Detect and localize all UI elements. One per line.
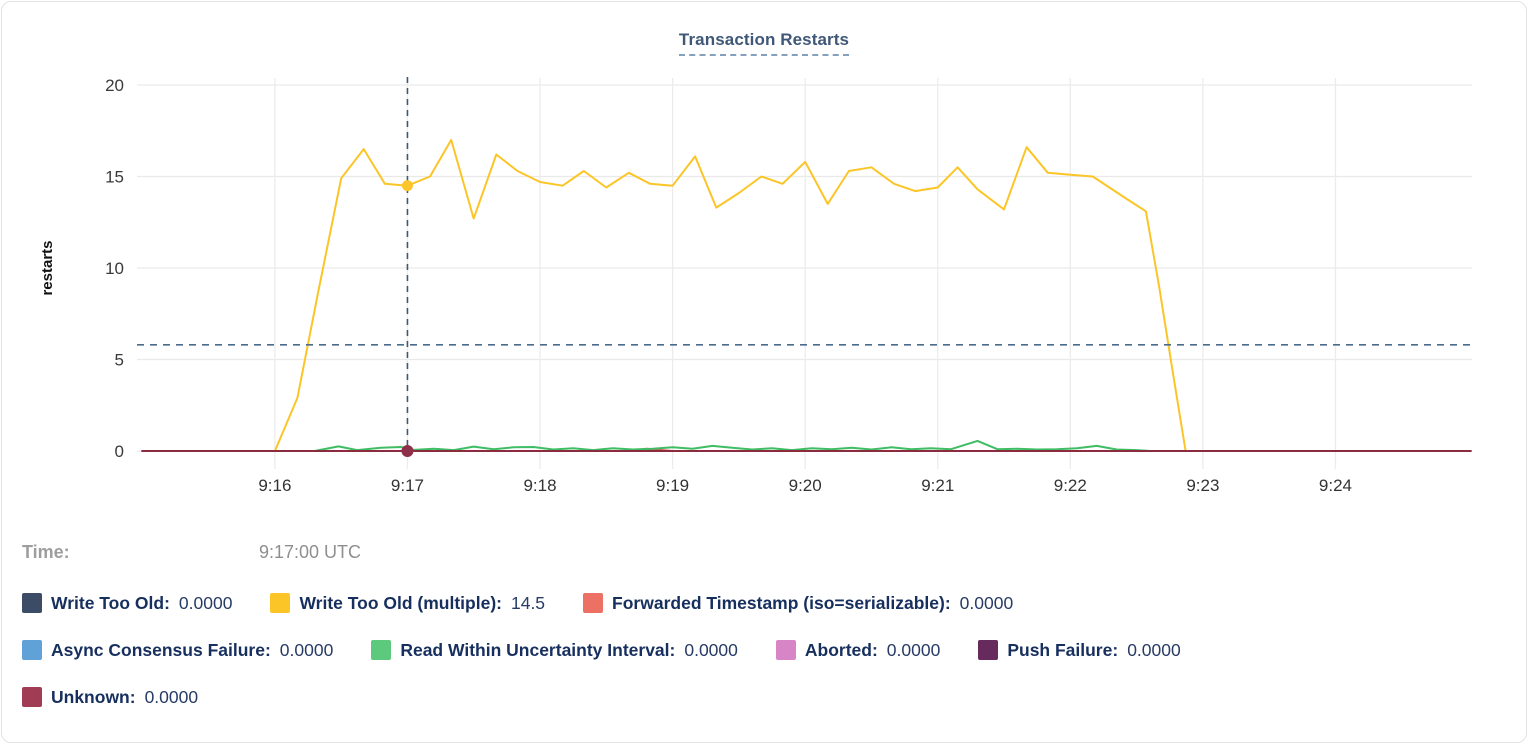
legend-row-1: Write Too Old: 0.0000 Write Too Old (mul… xyxy=(22,590,1510,616)
legend-label: Read Within Uncertainty Interval: xyxy=(400,639,676,660)
hover-time-row: Time: 9:17:00 UTC xyxy=(22,542,722,566)
forwarded-timestamp-swatch-icon xyxy=(583,593,604,613)
svg-text:20: 20 xyxy=(105,76,124,95)
write-too-old-multiple-swatch-icon xyxy=(270,593,291,613)
legend-item-push-failure[interactable]: Push Failure: 0.0000 xyxy=(978,639,1181,661)
legend-value: 0.0000 xyxy=(144,686,199,707)
svg-text:9:22: 9:22 xyxy=(1054,476,1087,495)
legend-item-write-too-old-multiple[interactable]: Write Too Old (multiple): 14.5 xyxy=(270,593,545,614)
svg-text:9:18: 9:18 xyxy=(523,476,556,495)
svg-text:15: 15 xyxy=(105,168,124,187)
legend-value: 0.0000 xyxy=(1127,639,1181,660)
legend-label: Forwarded Timestamp (iso=serializable): xyxy=(612,592,951,613)
read-within-uncertainty-swatch-icon xyxy=(371,640,392,660)
legend-value: 14.5 xyxy=(510,592,546,613)
legend-value: 0.0000 xyxy=(684,639,738,660)
legend-label: Push Failure: xyxy=(1007,639,1119,660)
svg-text:9:21: 9:21 xyxy=(921,476,954,495)
legend-item-write-too-old[interactable]: Write Too Old: 0.0000 xyxy=(22,593,232,614)
legend-label: Aborted: xyxy=(804,639,878,660)
svg-text:9:19: 9:19 xyxy=(656,476,689,495)
svg-text:9:17: 9:17 xyxy=(391,476,424,495)
aborted-swatch-icon xyxy=(775,640,796,660)
svg-text:restarts: restarts xyxy=(39,240,56,295)
legend-label: Unknown: xyxy=(51,686,136,707)
legend-item-read-within-uncertainty-interval[interactable]: Read Within Uncertainty Interval: 0.0000 xyxy=(371,640,738,661)
write-too-old-swatch-icon xyxy=(22,593,42,613)
svg-text:9:16: 9:16 xyxy=(258,476,291,495)
legend-item-async-consensus-failure[interactable]: Async Consensus Failure: 0.0000 xyxy=(22,640,333,661)
svg-text:9:20: 9:20 xyxy=(789,476,822,495)
legend-label: Async Consensus Failure: xyxy=(51,639,271,660)
legend-value: 0.0000 xyxy=(178,592,233,613)
chart-title-wrap: Transaction Restarts xyxy=(2,30,1526,56)
push-failure-swatch-icon xyxy=(978,640,999,660)
legend-item-aborted[interactable]: Aborted: 0.0000 xyxy=(775,639,941,661)
svg-text:10: 10 xyxy=(105,259,124,278)
svg-text:5: 5 xyxy=(115,351,124,370)
legend-value: 0.0000 xyxy=(886,639,941,660)
transaction-restarts-chart[interactable]: 0 5 10 15 20 9:16 9:17 9:18 9:19 9:20 9:21 9:22 9:23… xyxy=(2,2,1528,512)
svg-text:9:23: 9:23 xyxy=(1186,476,1219,495)
svg-text:9:24: 9:24 xyxy=(1319,476,1352,495)
time-value: 9:17:00 UTC xyxy=(259,542,362,562)
legend-item-forwarded-timestamp[interactable]: Forwarded Timestamp (iso=serializable): … xyxy=(583,593,1013,614)
async-consensus-failure-swatch-icon xyxy=(22,640,42,660)
svg-text:0: 0 xyxy=(115,442,124,461)
legend-row-3: Unknown: 0.0000 xyxy=(22,684,1510,710)
chart-legend: Write Too Old: 0.0000 Write Too Old (mul… xyxy=(22,590,1510,731)
chart-title[interactable]: Transaction Restarts xyxy=(678,30,850,56)
unknown-swatch-icon xyxy=(22,687,42,707)
legend-item-unknown[interactable]: Unknown: 0.0000 xyxy=(22,687,198,708)
legend-label: Write Too Old: xyxy=(51,592,170,613)
legend-label: Write Too Old (multiple): xyxy=(299,592,502,613)
legend-row-2: Async Consensus Failure: 0.0000 Read Wit… xyxy=(22,637,1510,663)
legend-value: 0.0000 xyxy=(279,639,334,660)
legend-value: 0.0000 xyxy=(959,592,1014,613)
time-label: Time: xyxy=(22,542,70,562)
